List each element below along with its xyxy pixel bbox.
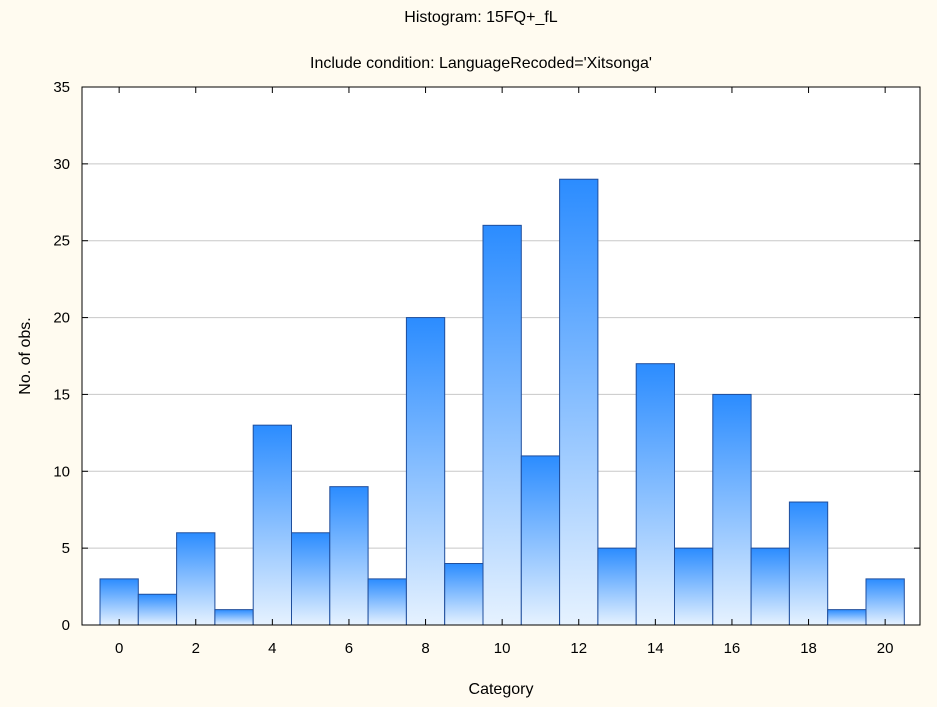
x-tick-label: 12 (570, 640, 587, 657)
histogram-bar (865, 578, 905, 626)
histogram-bar (291, 532, 331, 626)
histogram-bar (559, 178, 599, 626)
x-tick-label: 14 (647, 640, 664, 657)
y-tick-label: 35 (53, 79, 70, 96)
y-tick-label: 0 (62, 617, 70, 634)
histogram-bar (520, 455, 561, 626)
histogram-bar (788, 501, 829, 626)
y-tick-label: 10 (53, 463, 70, 480)
histogram-bar (137, 593, 178, 626)
histogram-bar (482, 224, 522, 626)
histogram-bar (329, 486, 369, 626)
histogram-bar (635, 363, 676, 626)
histogram-bar (252, 424, 292, 626)
histogram-bar (176, 532, 216, 626)
x-axis-title: Category (469, 681, 534, 698)
x-tick-label: 6 (345, 640, 353, 657)
histogram-bar (214, 609, 254, 626)
y-tick-label: 15 (53, 386, 70, 403)
x-tick-label: 20 (877, 640, 894, 657)
x-tick-label: 8 (421, 640, 429, 657)
y-tick-label: 5 (62, 540, 70, 557)
y-axis-title: No. of obs. (17, 317, 34, 394)
histogram-bar (367, 578, 407, 626)
histogram-bar (827, 609, 867, 626)
histogram-bar (712, 393, 752, 626)
x-tick-label: 16 (724, 640, 741, 657)
chart-subtitle: Include condition: LanguageRecoded='Xits… (310, 55, 652, 72)
y-tick-label: 20 (53, 310, 70, 327)
histogram-bar (405, 317, 446, 626)
y-tick-label: 25 (53, 233, 70, 250)
y-axis-ticks: 0 5 10 15 20 25 30 35 (53, 79, 920, 634)
histogram-bar (99, 578, 139, 626)
plot-frame (81, 86, 921, 626)
x-tick-label: 2 (192, 640, 200, 657)
x-tick-label: 18 (800, 640, 817, 657)
x-tick-label: 0 (115, 640, 123, 657)
bars (99, 178, 905, 626)
histogram-bar (750, 547, 790, 626)
x-tick-label: 10 (494, 640, 511, 657)
chart-title: Histogram: 15FQ+_fL (404, 9, 558, 26)
histogram-bar (597, 547, 637, 626)
histogram-bar (444, 563, 484, 626)
y-tick-label: 30 (53, 156, 70, 173)
x-axis-ticks: 0 2 4 6 8 10 12 14 16 18 20 (115, 87, 894, 657)
histogram-bar (674, 547, 714, 626)
x-tick-label: 4 (268, 640, 276, 657)
